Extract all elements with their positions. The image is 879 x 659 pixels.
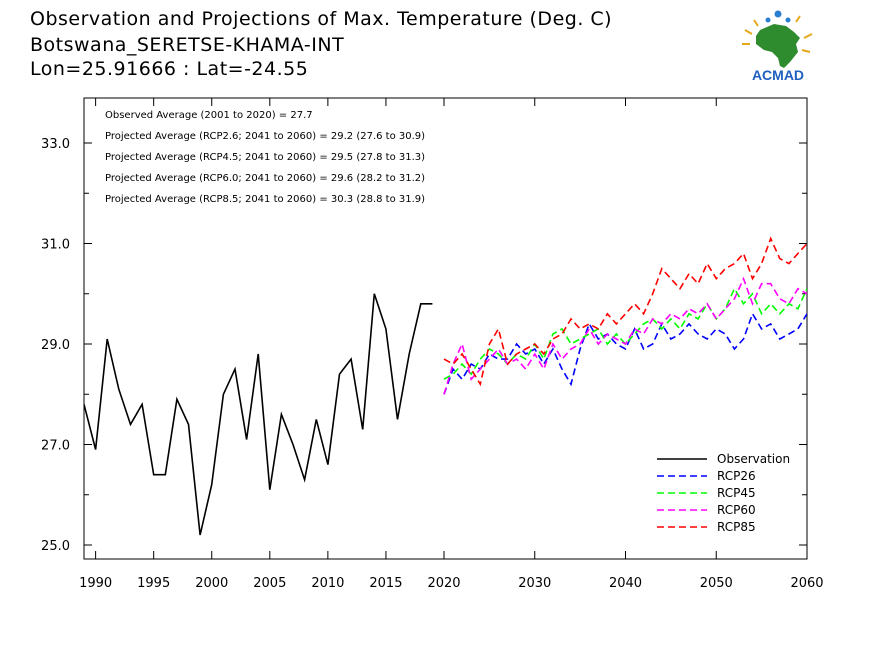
x-tick-label: 2020 xyxy=(427,576,460,591)
series-line-rcp26 xyxy=(443,311,807,395)
axis-ticks xyxy=(84,98,808,559)
legend-label-rcp26: RCP26 xyxy=(717,469,756,483)
series-line-observation xyxy=(84,293,433,536)
annotation-rcp60: Projected Average (RCP6.0; 2041 to 2060)… xyxy=(105,173,425,184)
y-tick-label: 29.0 xyxy=(41,338,70,353)
series-line-rcp45 xyxy=(443,286,807,380)
y-tick-label: 33.0 xyxy=(41,137,70,152)
annotation-rcp85: Projected Average (RCP8.5; 2041 to 2060)… xyxy=(105,194,425,205)
chart-title-line-3: Lon=25.91666 : Lat=-24.55 xyxy=(30,58,309,80)
x-tick-label: 2010 xyxy=(311,576,344,591)
x-tick-label: 2015 xyxy=(369,576,402,591)
y-tick-label: 25.0 xyxy=(41,539,70,554)
chart-title-line-1: Observation and Projections of Max. Temp… xyxy=(30,8,613,30)
y-tick-label: 31.0 xyxy=(41,238,70,253)
chart-title-line-2: Botswana_SERETSE-KHAMA-INT xyxy=(30,34,345,56)
series-line-rcp60 xyxy=(443,276,807,395)
legend-label-rcp45: RCP45 xyxy=(717,486,756,500)
legend-label-observation: Observation xyxy=(717,452,790,466)
legend-label-rcp60: RCP60 xyxy=(717,503,756,517)
series-layer xyxy=(84,236,807,536)
annotation-rcp45: Projected Average (RCP4.5; 2041 to 2060)… xyxy=(105,152,425,163)
acmad-logo-text: ACMAD xyxy=(752,67,804,83)
acmad-logo: ACMAD xyxy=(738,8,818,84)
annotation-block: Observed Average (2001 to 2020) = 27.7 P… xyxy=(105,110,425,205)
x-tick-label: 2030 xyxy=(518,576,551,591)
africa-map-icon: ACMAD xyxy=(742,10,813,83)
x-tick-label: 2050 xyxy=(700,576,733,591)
x-tick-label: 2000 xyxy=(195,576,228,591)
plot-frame xyxy=(83,97,808,560)
x-tick-label: 2060 xyxy=(790,576,823,591)
x-tick-label: 1995 xyxy=(137,576,170,591)
legend-label-rcp85: RCP85 xyxy=(717,520,756,534)
tick-labels: 25.0 27.0 29.0 31.0 33.0 1990 1995 2000 2005 2010… xyxy=(41,137,824,591)
x-tick-label: 2005 xyxy=(253,576,286,591)
x-tick-label: 1990 xyxy=(79,576,112,591)
y-tick-label: 27.0 xyxy=(41,439,70,454)
legend: Observation RCP26 RCP45 RCP60 RCP85 xyxy=(657,452,790,534)
x-tick-label: 2040 xyxy=(609,576,642,591)
annotation-observed: Observed Average (2001 to 2020) = 27.7 xyxy=(105,110,313,121)
annotation-rcp26: Projected Average (RCP2.6; 2041 to 2060)… xyxy=(105,131,425,142)
series-line-rcp85 xyxy=(443,236,807,387)
